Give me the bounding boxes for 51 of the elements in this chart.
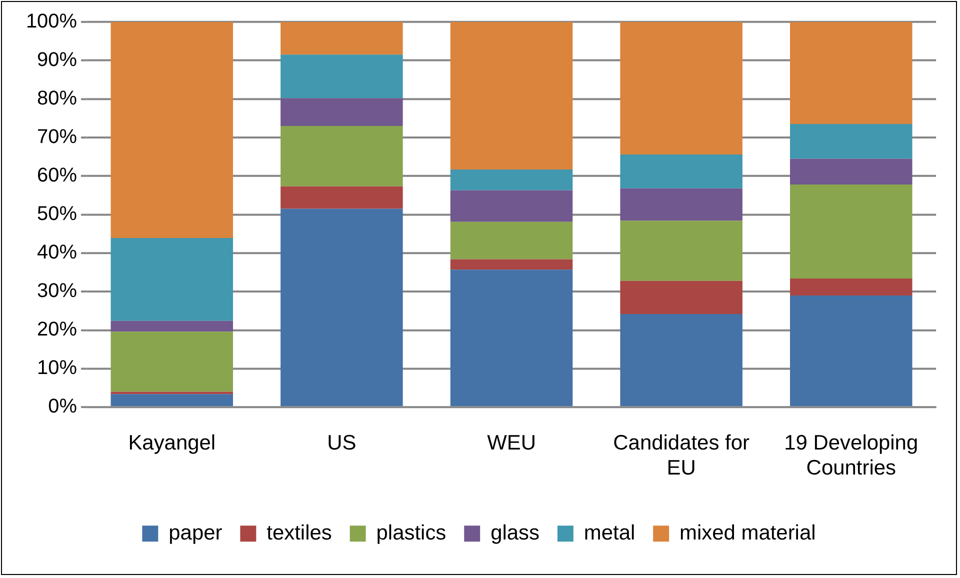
bar — [620, 22, 742, 154]
y-tick-label: 10% — [37, 357, 78, 380]
legend-label: paper — [168, 521, 222, 544]
y-tick-label: 100% — [26, 10, 78, 32]
bar — [790, 22, 912, 124]
x-tick-label: WEU — [487, 431, 536, 454]
bar — [620, 220, 742, 281]
bar — [450, 190, 573, 222]
y-tick-label: 30% — [37, 280, 78, 302]
bar — [450, 270, 573, 406]
y-tick-label: 50% — [37, 203, 78, 226]
bar — [280, 208, 403, 406]
bar — [620, 188, 742, 221]
bar — [620, 280, 742, 314]
y-tick-label: 20% — [37, 318, 78, 341]
legend-label: textiles — [266, 521, 332, 544]
legend-label: metal — [584, 521, 636, 544]
bar — [280, 126, 403, 186]
bar — [620, 154, 742, 188]
bar — [110, 22, 234, 238]
legend-label: plastics — [376, 521, 446, 544]
bar — [790, 158, 912, 185]
y-tick-label: 90% — [37, 48, 78, 71]
legend-label: mixed material — [680, 521, 816, 544]
bar — [280, 54, 403, 98]
legend-label: glass — [490, 521, 540, 544]
bar — [110, 332, 234, 392]
bar — [450, 222, 573, 260]
x-tick-label: Kayangel — [128, 431, 216, 454]
x-tick-label: US — [327, 431, 356, 454]
bar — [790, 124, 912, 159]
bar — [110, 394, 234, 406]
bar — [790, 278, 912, 296]
bar — [280, 186, 403, 209]
x-tick-label: Candidates for EU — [613, 431, 750, 480]
bar — [790, 295, 912, 406]
y-tick-label: 80% — [37, 87, 78, 110]
bar — [790, 184, 912, 279]
x-tick-label: 19 Developing Countries — [784, 431, 918, 480]
y-tick-label: 70% — [37, 126, 78, 148]
bar — [110, 320, 234, 332]
y-tick-label: 60% — [37, 164, 78, 187]
bar — [620, 314, 742, 406]
bar — [280, 98, 403, 126]
bar — [450, 259, 573, 270]
bar — [450, 169, 573, 190]
bar — [280, 22, 403, 55]
y-tick-label: 0% — [48, 396, 78, 418]
y-tick-label: 40% — [37, 242, 78, 264]
bar — [450, 22, 573, 170]
bar — [110, 238, 234, 321]
